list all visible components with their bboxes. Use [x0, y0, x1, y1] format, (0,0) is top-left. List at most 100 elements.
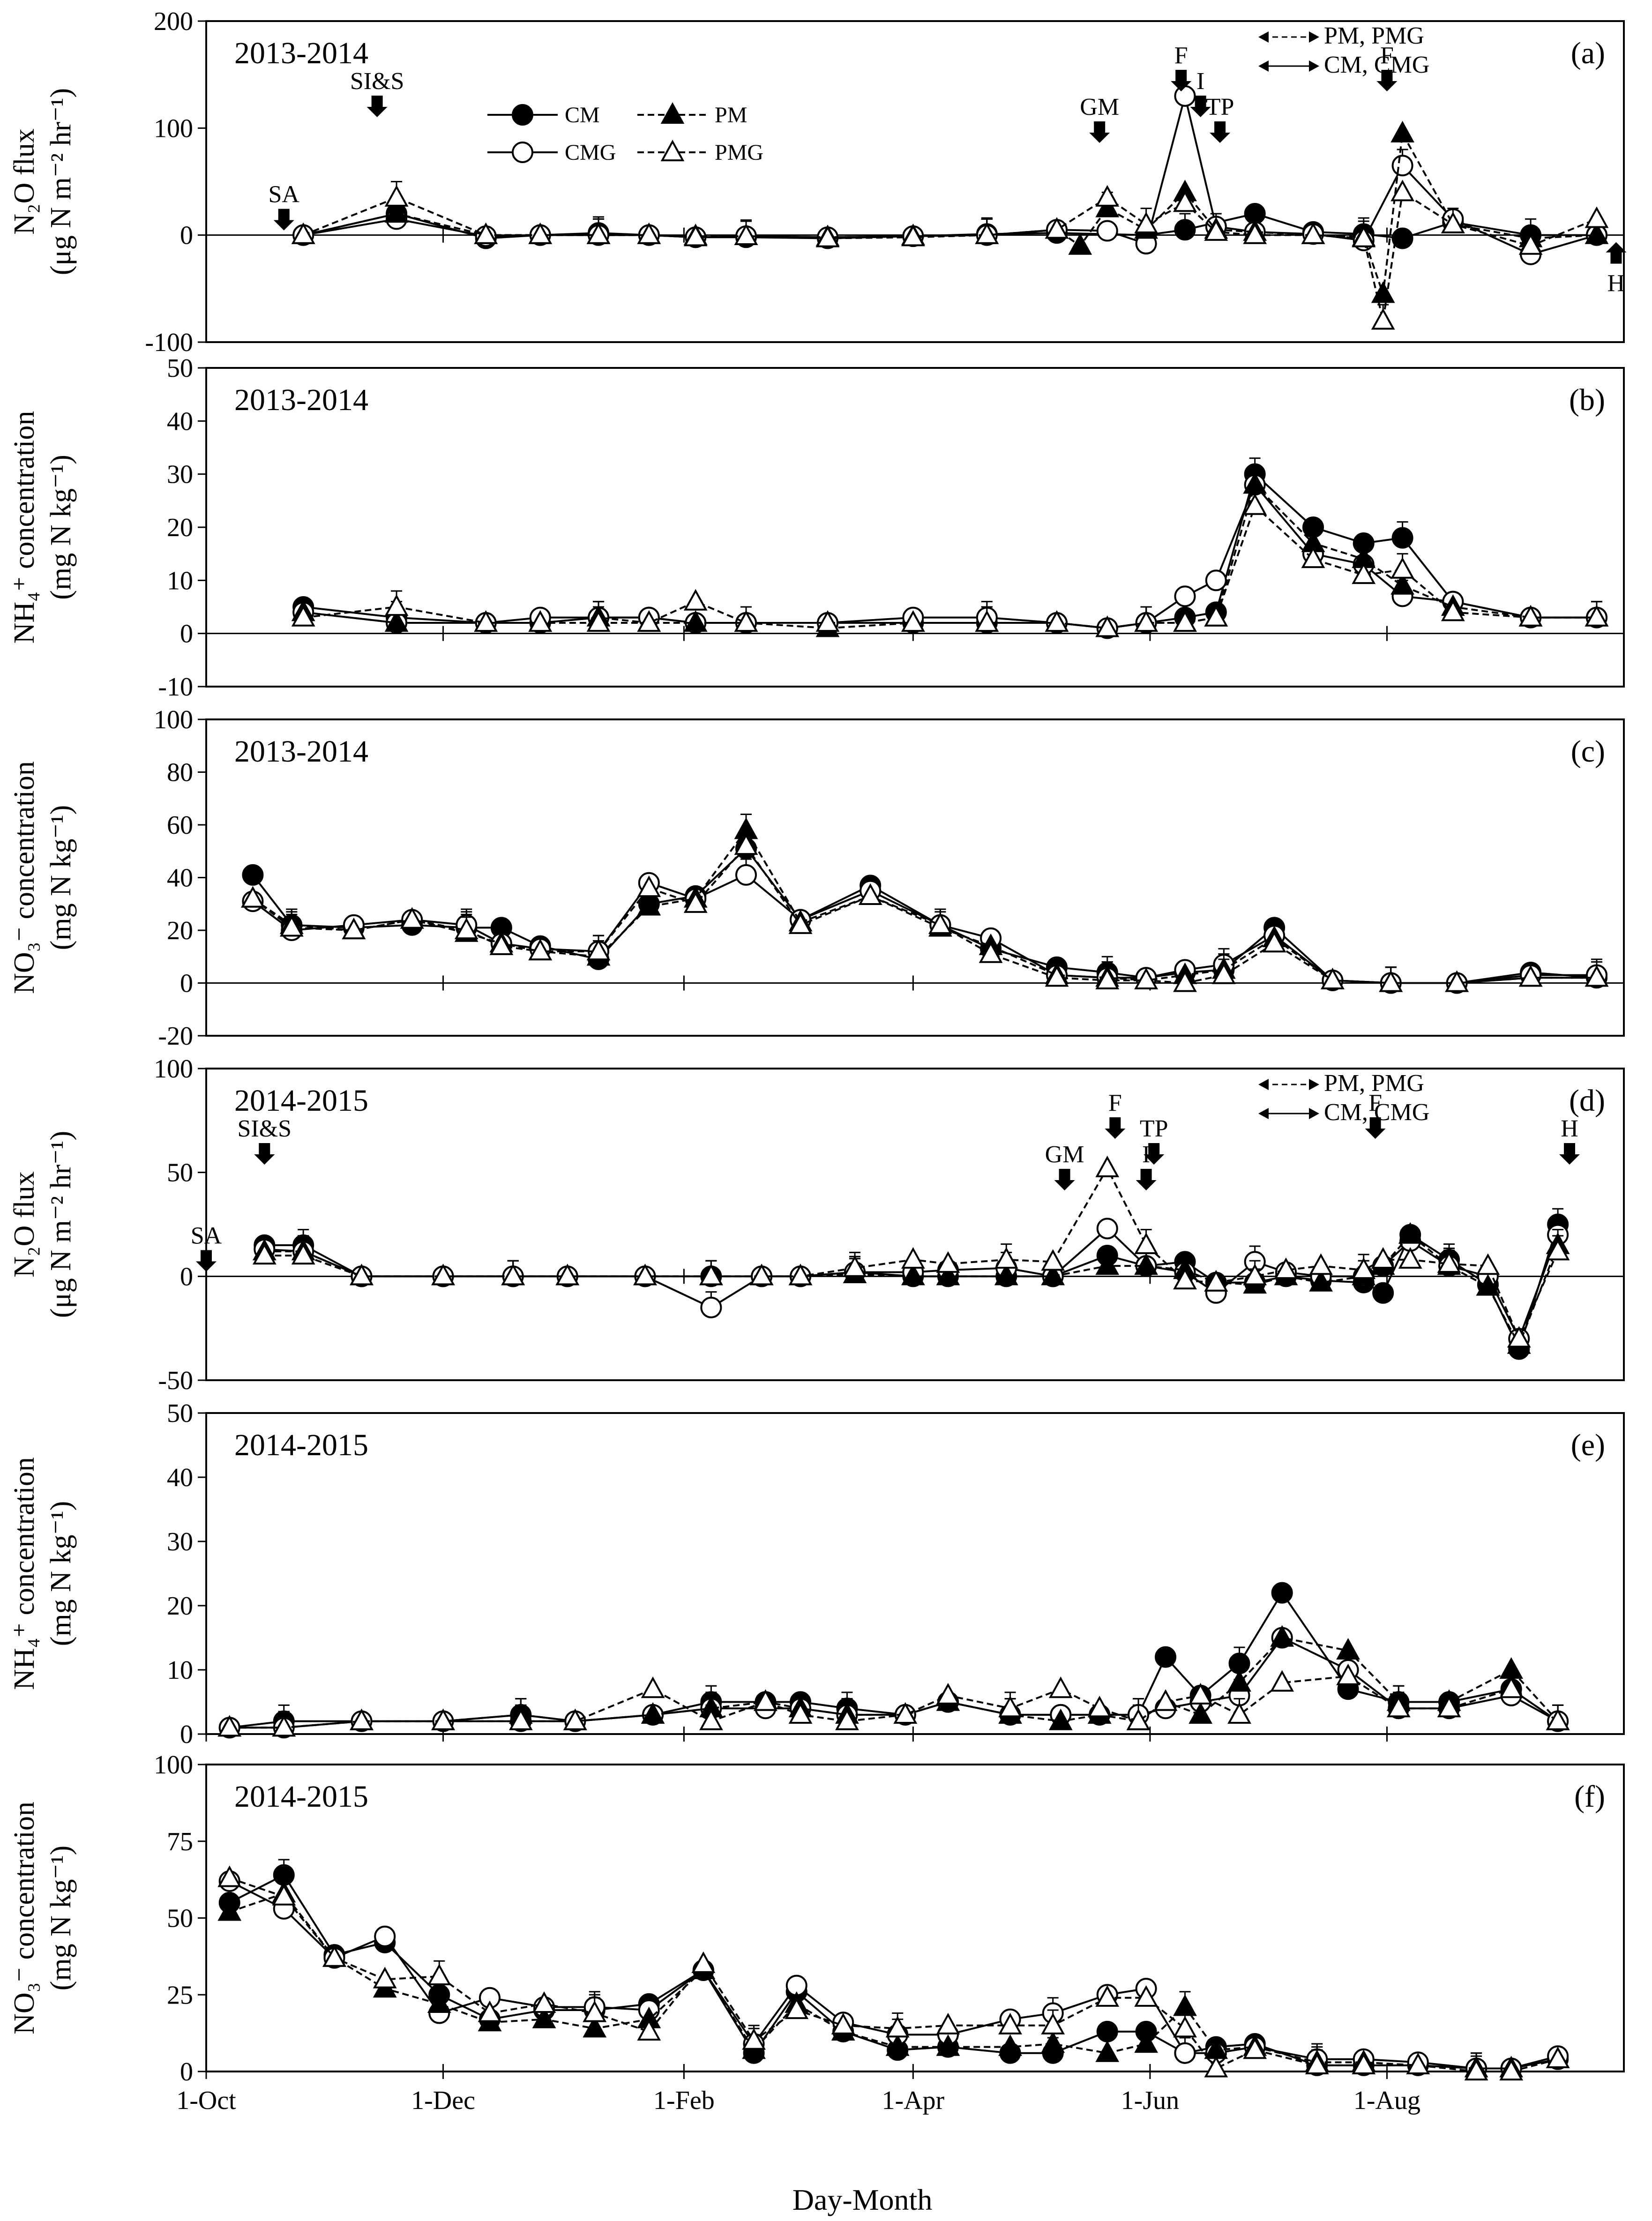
annotation-label: TP: [1206, 94, 1234, 120]
data-point-pmg: [788, 1264, 813, 1286]
management-arrow-icon: [366, 96, 388, 117]
data-point-pmg: [1301, 222, 1325, 244]
data-point-cmg: [700, 1296, 722, 1318]
data-point-pmg: [928, 912, 952, 934]
data-point-pmg: [633, 1264, 657, 1286]
data-point-pmg: [994, 1247, 1018, 1269]
series-line-pm: [229, 1637, 1559, 1729]
data-point-cmg: [512, 142, 533, 163]
data-point-pmg: [1211, 962, 1236, 984]
data-point-pmg: [1045, 965, 1069, 987]
y-tick-label: 30: [167, 460, 193, 489]
data-point-pm: [427, 1991, 451, 2013]
data-point-cm: [512, 104, 533, 126]
data-point-pmg: [843, 1255, 867, 1277]
data-point-pmg: [858, 883, 882, 905]
y-tick-label: 0: [180, 620, 193, 649]
panel-c: -20 0 20 40 60 80 100 NO₃⁻ concentration (mg N k…: [8, 705, 1625, 1051]
data-point-pmg: [754, 1689, 777, 1711]
data-point-pm: [1270, 1625, 1294, 1647]
management-arrow-icon: [1144, 1143, 1165, 1165]
data-point-pmg: [1134, 211, 1159, 233]
data-point-pmg: [1041, 2012, 1065, 2034]
management-arrow-icon: [1089, 121, 1110, 143]
data-point-pm: [1134, 2031, 1159, 2053]
data-point-pmg: [1390, 179, 1414, 202]
data-point-pmg: [1243, 2037, 1267, 2059]
series-line-pm: [229, 1892, 1558, 2070]
data-point-pmg: [1309, 1253, 1333, 1275]
data-point-pmg: [1352, 1257, 1376, 1279]
data-point-pmg: [532, 1991, 556, 2013]
data-point-pmg: [1095, 185, 1120, 207]
y-tick-label: 20: [167, 513, 193, 542]
data-point-pmg: [1390, 557, 1414, 579]
data-point-pmg: [1585, 206, 1609, 228]
panel-label: (c): [1571, 734, 1605, 769]
panel-d: -50 0 50 100 N₂O flux (μg N m⁻² hr⁻¹) 2014-201…: [8, 1054, 1625, 1395]
data-point-pmg: [427, 1964, 451, 1986]
data-point-pm: [1134, 1253, 1159, 1275]
data-point-pmg: [555, 1264, 580, 1286]
data-point-pm: [885, 2034, 910, 2056]
y-tick-label: 20: [167, 1592, 193, 1621]
y-axis-units: (μg N m⁻² hr⁻¹): [45, 1131, 77, 1318]
data-point-pmg: [478, 2000, 502, 2022]
x-axis-title: Day-Month: [792, 2183, 933, 2216]
data-point-pmg: [1321, 967, 1345, 989]
management-arrow-icon: [1559, 1143, 1580, 1165]
data-point-pmg: [528, 222, 553, 244]
series-line-pmg: [229, 1675, 1559, 1729]
y-tick-label: -20: [158, 1022, 193, 1051]
data-point-pmg: [785, 1997, 809, 2019]
data-point-pmg: [699, 1264, 723, 1286]
data-point-pmg: [660, 140, 685, 162]
x-tick-label: 1-Apr: [882, 2086, 944, 2115]
data-point-pmg: [1441, 599, 1465, 621]
y-tick-label: 0: [180, 221, 193, 250]
y-tick-label: 20: [167, 916, 193, 945]
data-point-pmg: [835, 1708, 859, 1730]
data-point-cmg: [1096, 220, 1118, 242]
plot-frame: [205, 718, 1625, 1037]
management-arrow-icon: [273, 209, 294, 231]
data-point-pmg: [1441, 211, 1465, 233]
data-point-pmg: [691, 1951, 716, 1973]
data-point-cm: [242, 864, 264, 886]
plot-frame: [205, 1068, 1625, 1381]
data-point-pm: [1336, 1638, 1360, 1660]
annotation-label: F: [1174, 42, 1188, 69]
data-point-pmg: [474, 610, 498, 632]
data-point-pmg: [1386, 1696, 1411, 1718]
data-point-pmg: [1095, 1985, 1120, 2007]
data-point-pmg: [699, 1708, 723, 1730]
y-axis-units: (mg N kg⁻¹): [45, 455, 77, 600]
annotation-label: SI&S: [238, 1115, 292, 1142]
data-point-pmg: [1507, 1326, 1531, 1348]
x-tick-label: 1-Jun: [1121, 2086, 1179, 2115]
data-point-pmg: [936, 2012, 960, 2034]
data-point-pm: [637, 894, 661, 916]
data-point-pmg: [291, 605, 315, 627]
data-point-pmg: [815, 610, 840, 632]
data-point-pmg: [563, 1708, 587, 1730]
data-point-pmg: [1270, 1670, 1294, 1692]
annotation-label: TP: [1140, 1115, 1168, 1142]
data-point-pmg: [217, 1715, 242, 1737]
year-label: 2014-2015: [234, 1428, 368, 1462]
fert-window-label: PM, PMG: [1324, 22, 1424, 49]
data-point-pmg: [1204, 605, 1228, 627]
management-arrow-icon: [1171, 70, 1192, 91]
year-label: 2013-2014: [234, 734, 368, 769]
data-point-pmg: [1305, 2052, 1329, 2074]
series-line-pmg: [303, 190, 1597, 321]
data-point-pmg: [1173, 610, 1197, 632]
data-point-pmg: [901, 1247, 925, 1269]
data-point-pmg: [975, 222, 999, 244]
data-point-pm: [1095, 195, 1120, 217]
data-point-cm: [1391, 227, 1413, 249]
data-point-pmg: [1087, 1696, 1112, 1718]
data-point-pm: [660, 102, 685, 124]
series-line-cm: [252, 847, 1597, 984]
data-point-pmg: [1499, 2059, 1524, 2081]
